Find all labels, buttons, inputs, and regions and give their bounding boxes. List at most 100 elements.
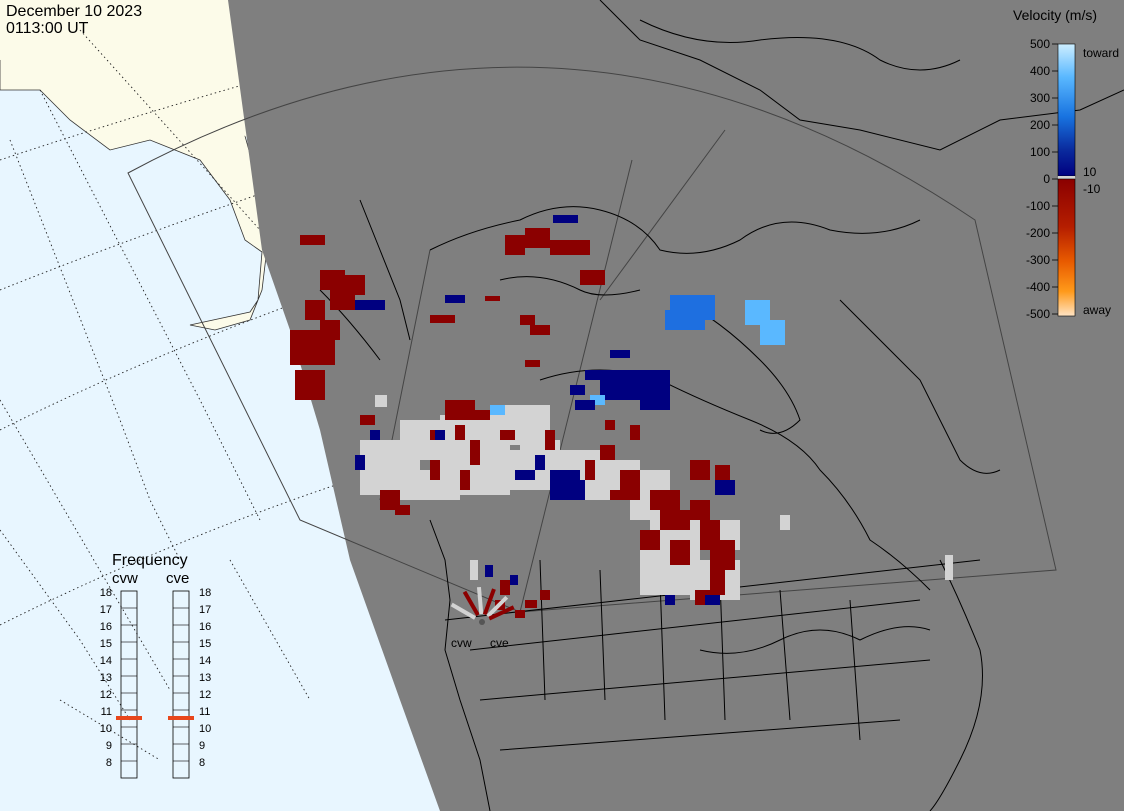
ground-scatter-cell: [470, 480, 510, 495]
echo-cell: [690, 500, 710, 520]
freq-scale-label-left: 9: [106, 740, 112, 752]
freq-radar-cvw: cvw: [112, 570, 138, 587]
echo-cell: [510, 575, 518, 585]
colorbar-tick-label: -400: [1026, 280, 1050, 294]
echo-cell: [535, 455, 545, 470]
velocity-colorbar: Velocity (m/s) 500 400 300 200 100 0 -100 -200 -…: [1013, 7, 1119, 321]
echo-cell: [525, 228, 550, 248]
freq-scale-label-left: 13: [100, 672, 112, 684]
freq-scale-label-left: 12: [100, 689, 112, 701]
echo-cell: [705, 595, 720, 605]
near-range-echo: [450, 602, 477, 620]
freq-scale-label-right: 8: [199, 757, 205, 769]
echo-cell: [525, 600, 537, 608]
echo-cell: [630, 425, 640, 440]
echo-cell: [485, 565, 493, 577]
freq-scale-label-right: 14: [199, 655, 211, 667]
echo-cell: [760, 320, 785, 345]
echo-cell: [370, 430, 380, 440]
echo-cell: [665, 595, 675, 605]
echo-cell: [590, 395, 605, 405]
echo-cell: [395, 505, 410, 515]
colorbar-tick-label: 400: [1030, 64, 1050, 78]
colorbar-tick-label: -200: [1026, 226, 1050, 240]
echo-cell: [445, 400, 475, 420]
near-range-echo: [476, 586, 484, 615]
echo-cell: [575, 400, 595, 410]
ground-scatter-cell: [420, 480, 460, 500]
freq-scale-label-right: 11: [199, 706, 210, 718]
freq-scale-label-right: 9: [199, 740, 205, 752]
colorbar-tick-label: 500: [1030, 37, 1050, 51]
freq-scale-label-right: 16: [199, 621, 211, 633]
date-label: December 10 2023: [6, 3, 142, 20]
freq-scale-label-left: 18: [100, 587, 112, 599]
colorbar-tick-label: 100: [1030, 145, 1050, 159]
freq-scale-label-left: 14: [100, 655, 112, 667]
frequency-box: [172, 590, 190, 779]
echo-cell: [700, 520, 720, 550]
echo-cell: [605, 420, 615, 430]
colorbar-tick-label: -100: [1026, 199, 1050, 213]
frequency-box: [120, 590, 138, 779]
echo-cell: [650, 370, 670, 390]
echo-cell: [430, 315, 455, 323]
colorbar-toward: [1057, 43, 1076, 177]
echo-cell: [355, 455, 365, 470]
label-away: away: [1083, 303, 1111, 317]
near-range-echo: [462, 590, 480, 617]
frequency-scale: 18 18 17 17 16 16 15 15 14 14 13 13 12 12 11 11 10 10 9 9 8 8: [100, 587, 211, 779]
colorbar-title: Velocity (m/s): [1013, 7, 1097, 23]
echo-cell: [470, 440, 480, 465]
echo-cell: [545, 430, 555, 450]
colorbar-tick-label: 0: [1043, 172, 1050, 186]
echo-cell: [640, 530, 660, 550]
echo-cell: [585, 460, 595, 480]
echo-cell: [500, 580, 510, 595]
site-label-cvw: cvw: [451, 636, 472, 650]
colorbar-tick-label: -500: [1026, 307, 1050, 321]
echo-cell: [525, 360, 540, 367]
site-label-cve: cve: [490, 636, 509, 650]
freq-scale-label-right: 15: [199, 638, 211, 650]
time-label: 0113:00 UT: [6, 20, 89, 37]
echo-cell: [470, 560, 478, 580]
echo-cell: [430, 460, 440, 480]
echo-cell: [330, 290, 355, 310]
echo-cells: [290, 215, 953, 621]
freq-scale-label-left: 17: [100, 604, 112, 616]
echo-cell: [570, 385, 585, 395]
echo-cell: [715, 465, 730, 480]
echo-cell: [720, 540, 735, 570]
night-region: [228, 0, 1124, 811]
echo-cell: [553, 215, 578, 223]
echo-cell: [570, 480, 585, 500]
echo-cell: [580, 270, 605, 285]
echo-cell: [485, 296, 500, 301]
label-neg10: -10: [1083, 182, 1101, 196]
echo-cell: [490, 405, 505, 415]
near-range-echo: [488, 605, 515, 621]
echo-cell: [690, 460, 710, 480]
echo-cell: [295, 370, 325, 400]
echo-cell: [540, 590, 550, 600]
colorbar-away: [1057, 178, 1076, 317]
colorbar-zero: [1058, 176, 1075, 179]
echo-cell: [945, 555, 953, 580]
echo-cell: [665, 310, 705, 330]
freq-scale-label-right: 12: [199, 689, 211, 701]
echo-cell: [530, 325, 550, 335]
colorbar-tick-label: 300: [1030, 91, 1050, 105]
echo-cell: [435, 430, 445, 440]
echo-cell: [610, 350, 630, 358]
echo-cell: [320, 270, 345, 290]
echo-cell: [445, 295, 465, 303]
label-toward: toward: [1083, 46, 1119, 60]
echo-cell: [470, 410, 490, 420]
echo-cell: [520, 315, 535, 325]
echo-cell: [515, 610, 525, 618]
frequency-title: Frequency: [112, 552, 188, 569]
near-range-echo: [486, 595, 509, 618]
label-pos10: 10: [1083, 165, 1097, 179]
